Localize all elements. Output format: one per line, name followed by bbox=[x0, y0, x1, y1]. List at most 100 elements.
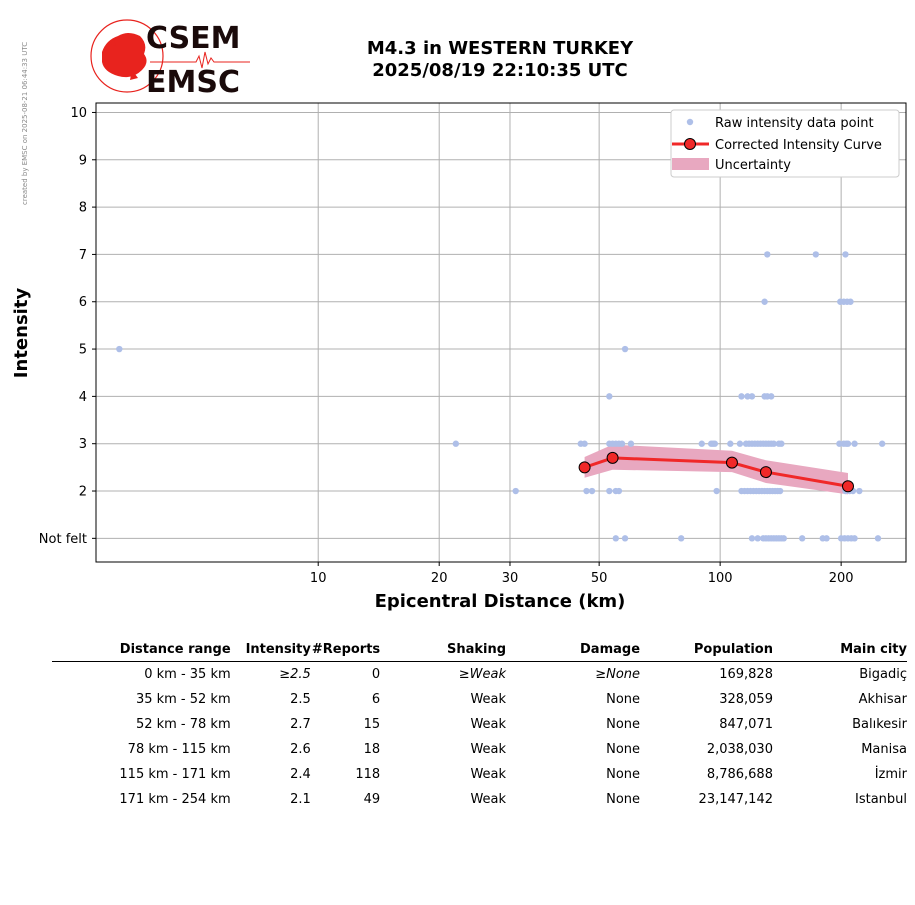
raw-point bbox=[823, 535, 830, 542]
table-header-row: Distance range Intensity #Reports Shaking Da… bbox=[52, 640, 907, 662]
raw-point bbox=[713, 487, 720, 495]
intensity-table: Distance range Intensity #Reports Shaking Da… bbox=[52, 640, 907, 812]
table-cell: Weak bbox=[470, 692, 507, 707]
table-cell: Weak bbox=[470, 792, 507, 807]
table-cell: 847,071 bbox=[719, 717, 773, 732]
table-cell: 6 bbox=[371, 692, 381, 707]
legend-band-label: Uncertainty bbox=[715, 158, 791, 173]
raw-point bbox=[764, 251, 771, 258]
legend-band-swatch bbox=[672, 158, 709, 170]
logo-emsc-text: EMSC bbox=[146, 65, 240, 98]
raw-point bbox=[776, 487, 784, 495]
table-cell: None bbox=[606, 767, 641, 782]
y-axis-label: Intensity bbox=[11, 288, 32, 379]
x-tick-label: 10 bbox=[310, 571, 327, 586]
table-cell: ≥Weak bbox=[458, 667, 507, 682]
corrected-curve bbox=[578, 451, 854, 493]
table-body: 0 km - 35 km ≥2.5 0 ≥Weak ≥None 169,828 Bigadi… bbox=[52, 662, 907, 813]
raw-point bbox=[711, 440, 719, 447]
table-cell: None bbox=[606, 742, 641, 757]
raw-point bbox=[581, 440, 588, 447]
table-cell: 2,038,030 bbox=[706, 742, 773, 757]
raw-point bbox=[812, 251, 820, 258]
x-axis-label: Epicentral Distance (km) bbox=[375, 591, 626, 612]
axis-ticks: 10 20 30 50 100 200 Not felt 2 3 4 5 6 7 8 9 10 bbox=[39, 106, 854, 586]
csem-emsc-logo: CSEM EMSC bbox=[90, 19, 250, 98]
table-header-cell: Shaking bbox=[380, 640, 507, 662]
curve-point bbox=[606, 451, 619, 464]
curve-point bbox=[725, 456, 738, 469]
uncertainty-area bbox=[584, 444, 848, 495]
raw-point bbox=[615, 487, 623, 495]
legend: Raw intensity data point Corrected Inten… bbox=[670, 109, 900, 178]
raw-point bbox=[618, 440, 626, 447]
table-cell: 35 km - 52 km bbox=[135, 692, 231, 707]
table-cell: Weak bbox=[470, 767, 507, 782]
raw-point bbox=[878, 440, 886, 447]
raw-point bbox=[698, 440, 705, 447]
x-tick-label: 100 bbox=[708, 571, 733, 586]
raw-point bbox=[606, 393, 613, 400]
raw-point bbox=[116, 345, 123, 353]
raw-point bbox=[738, 393, 745, 400]
table-cell: Bigadiç bbox=[859, 667, 907, 682]
table-cell: 2.7 bbox=[290, 717, 311, 732]
y-tick-label: 2 bbox=[79, 485, 87, 500]
raw-point bbox=[612, 535, 619, 542]
raw-point bbox=[761, 298, 768, 305]
table-cell: 118 bbox=[355, 767, 381, 782]
table-cell: ≥None bbox=[595, 667, 641, 682]
chart-title-line2: 2025/08/19 22:10:35 UTC bbox=[372, 60, 628, 81]
raw-points bbox=[116, 251, 886, 542]
table-cell: 2.1 bbox=[290, 792, 311, 807]
table-cell: Balıkesir bbox=[852, 717, 907, 732]
table-row: 52 km - 78 km 2.7 15 Weak None 847,071 Balıkes… bbox=[52, 712, 907, 737]
raw-point bbox=[677, 535, 685, 542]
y-tick-label: 7 bbox=[79, 248, 87, 263]
curve-point bbox=[759, 466, 772, 479]
raw-point bbox=[754, 535, 761, 542]
y-tick-label: 6 bbox=[79, 295, 87, 310]
legend-box bbox=[670, 109, 900, 178]
y-tick-label: 5 bbox=[79, 343, 87, 358]
table-cell: 169,828 bbox=[719, 667, 773, 682]
raw-point bbox=[606, 487, 613, 495]
table-cell: 52 km - 78 km bbox=[135, 717, 231, 732]
table-cell: 328,059 bbox=[719, 692, 773, 707]
legend-curve-label: Corrected Intensity Curve bbox=[715, 138, 882, 153]
logo-csem-text: CSEM bbox=[146, 21, 241, 56]
x-tick-label: 50 bbox=[591, 571, 608, 586]
x-tick-label: 20 bbox=[431, 571, 448, 586]
table-cell: 0 km - 35 km bbox=[144, 667, 231, 682]
table-cell: 78 km - 115 km bbox=[127, 742, 231, 757]
y-tick-label: 8 bbox=[79, 201, 87, 216]
table-header-cell: Main city bbox=[772, 640, 907, 662]
table-header-cell: Damage bbox=[506, 640, 641, 662]
y-tick-label: 9 bbox=[79, 153, 87, 168]
raw-point bbox=[778, 440, 785, 447]
raw-point bbox=[851, 535, 858, 542]
raw-point bbox=[627, 440, 635, 447]
raw-point bbox=[768, 393, 775, 400]
curve-point bbox=[578, 461, 591, 474]
raw-point bbox=[588, 487, 596, 495]
table-header-cell: Population bbox=[640, 640, 773, 662]
table-row: 0 km - 35 km ≥2.5 0 ≥Weak ≥None 169,828 Bigadi… bbox=[52, 662, 907, 688]
y-tick-label: 4 bbox=[79, 390, 87, 405]
chart-title-line1: M4.3 in WESTERN TURKEY bbox=[366, 38, 634, 59]
table-cell: 23,147,142 bbox=[698, 792, 773, 807]
raw-point bbox=[452, 440, 460, 447]
y-tick-label: 10 bbox=[70, 106, 87, 121]
raw-point bbox=[847, 298, 854, 305]
table-row: 35 km - 52 km 2.5 6 Weak None 328,059 Akhisar bbox=[52, 687, 907, 712]
table-cell: 18 bbox=[363, 742, 381, 757]
table-cell: 2.5 bbox=[290, 692, 311, 707]
table-row: 78 km - 115 km 2.6 18 Weak None 2,038,030 Mani… bbox=[52, 737, 907, 762]
table-cell: None bbox=[606, 792, 641, 807]
legend-curve-marker bbox=[684, 138, 696, 150]
table-cell: Weak bbox=[470, 717, 507, 732]
raw-point bbox=[583, 487, 590, 495]
table-cell: Istanbul bbox=[854, 792, 907, 807]
raw-point bbox=[851, 440, 858, 447]
table-header-cell: Intensity bbox=[230, 640, 311, 662]
